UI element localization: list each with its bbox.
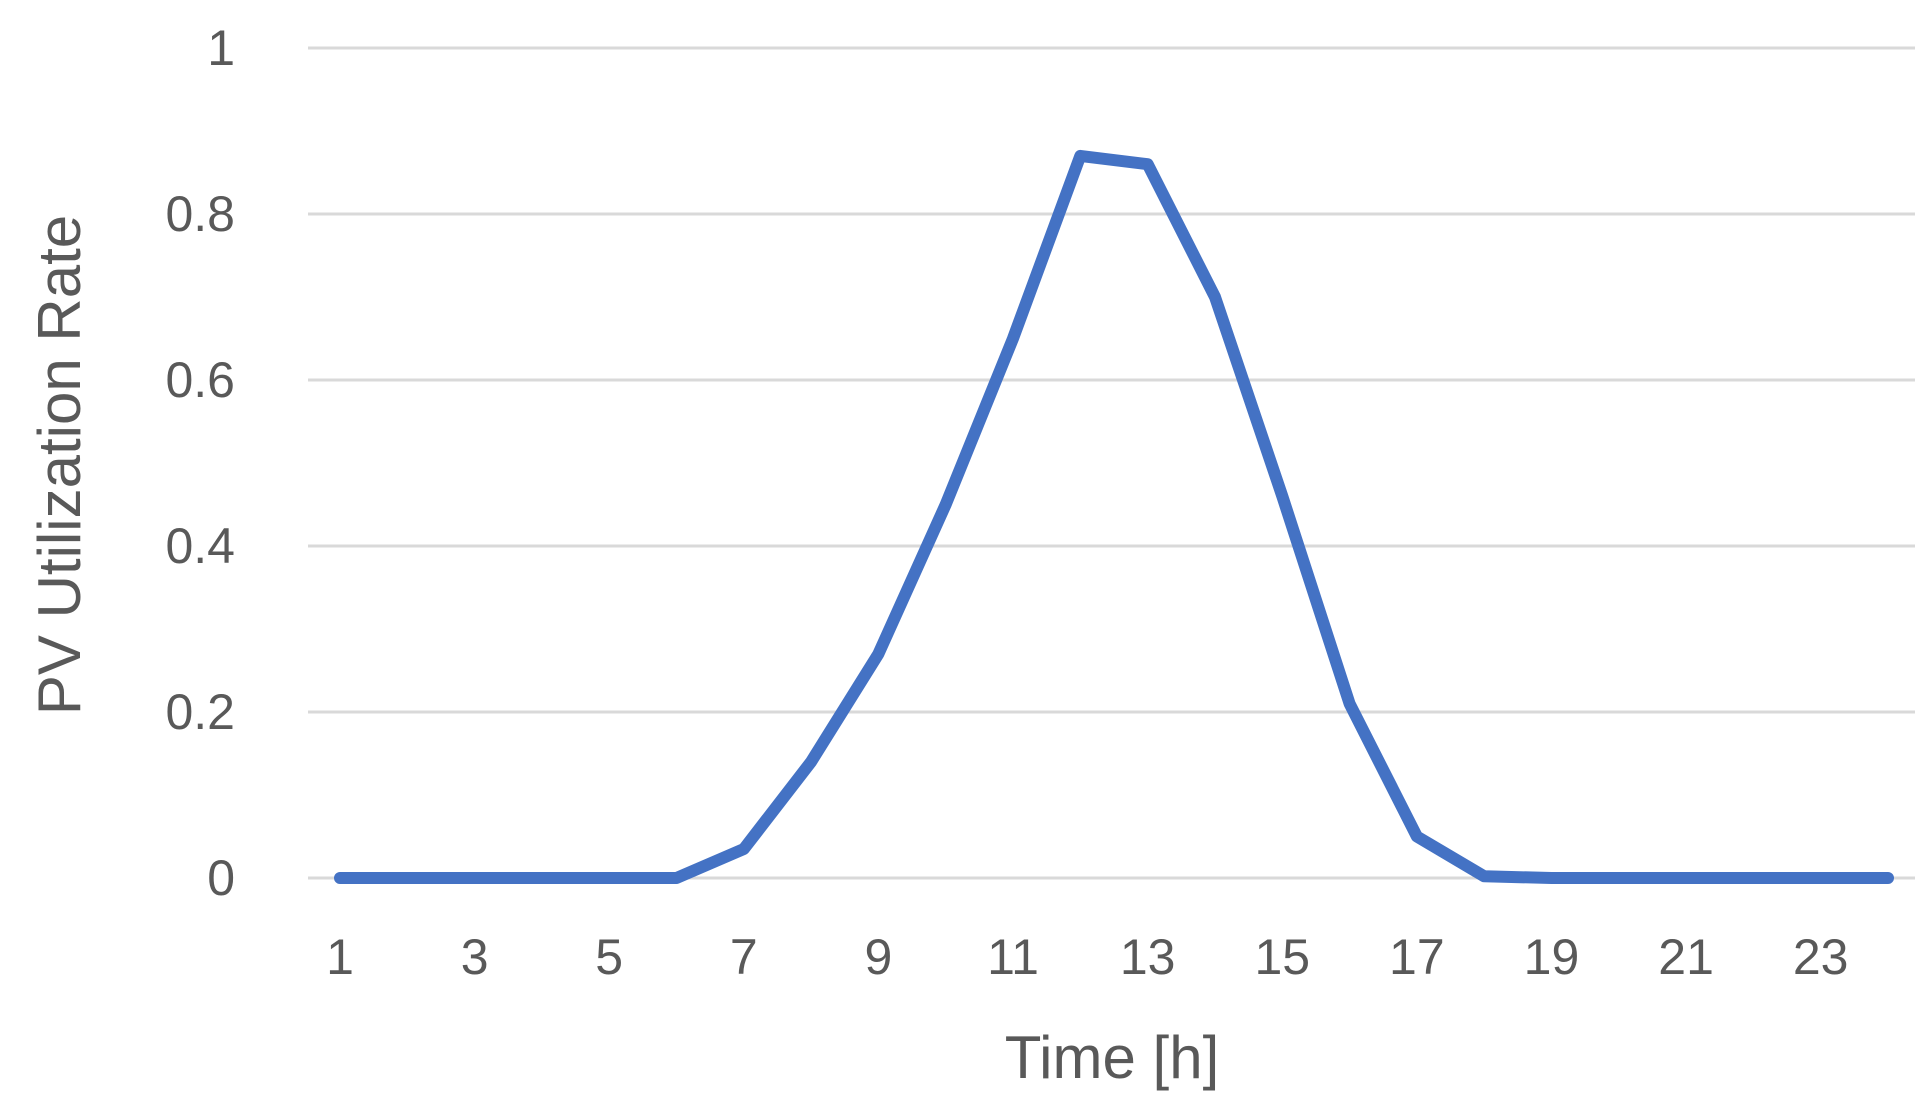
- x-tick-label: 21: [1658, 929, 1714, 985]
- y-tick-label: 0.4: [165, 518, 235, 574]
- y-tick-label: 0.8: [165, 186, 235, 242]
- x-tick-label: 7: [730, 929, 758, 985]
- x-tick-label: 11: [987, 929, 1039, 985]
- gridlines: [308, 46, 1915, 880]
- x-tick-label: 5: [595, 929, 623, 985]
- x-tick-label: 17: [1389, 929, 1445, 985]
- y-tick-label: 0: [207, 850, 235, 906]
- x-axis-ticks: 1 3 5 7 9 11 13 15 17 19 21 23: [326, 929, 1848, 985]
- x-tick-label: 13: [1120, 929, 1176, 985]
- x-tick-label: 9: [865, 929, 893, 985]
- y-tick-label: 1: [207, 20, 235, 76]
- y-tick-label: 0.2: [165, 684, 235, 740]
- series-line-0: [334, 149, 1894, 884]
- y-axis-title: PV Utilization Rate: [26, 215, 93, 715]
- series-lines: [334, 149, 1894, 884]
- y-axis-ticks: 0 0.2 0.4 0.6 0.8 1: [165, 20, 235, 906]
- x-tick-label: 23: [1793, 929, 1849, 985]
- x-axis-title: Time [h]: [1005, 1024, 1219, 1091]
- x-tick-label: 19: [1524, 929, 1580, 985]
- x-tick-label: 3: [461, 929, 489, 985]
- y-tick-label: 0.6: [165, 352, 235, 408]
- x-tick-label: 15: [1254, 929, 1310, 985]
- x-tick-label: 1: [326, 929, 354, 985]
